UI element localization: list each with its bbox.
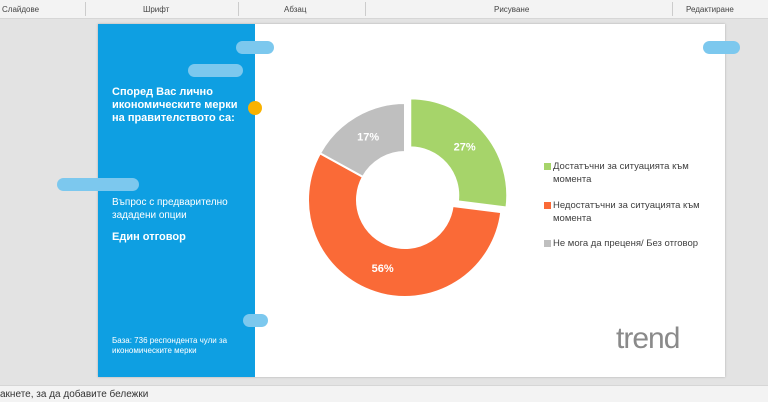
separator <box>365 2 366 16</box>
donut-slice <box>318 101 406 179</box>
ribbon-group[interactable]: Абзац <box>284 5 307 14</box>
decor <box>188 64 243 77</box>
donut-slice <box>409 97 509 209</box>
legend-swatch <box>544 240 551 247</box>
question-type: Въпрос с предварително зададени опции <box>112 197 228 221</box>
notes-bar <box>0 385 768 402</box>
donut-slice <box>307 151 503 298</box>
ribbon-group[interactable]: Рисуване <box>494 5 530 14</box>
separator <box>672 2 673 16</box>
decor <box>243 314 268 327</box>
ribbon <box>0 0 768 19</box>
separator <box>238 2 239 16</box>
decor <box>703 41 740 54</box>
side-panel <box>98 24 255 377</box>
legend-swatch <box>544 163 551 170</box>
decor-dot <box>248 101 262 115</box>
data-label: 27% <box>454 141 476 153</box>
donut-chart: 27% 56% 17% <box>307 97 509 298</box>
answer-mode: Един отговор <box>112 231 186 243</box>
legend-swatch <box>544 202 551 209</box>
separator <box>85 2 86 16</box>
ribbon-group[interactable]: Шрифт <box>143 5 170 14</box>
data-label: 56% <box>372 263 394 275</box>
legend-label: Недостатъчни за ситуацията към момента <box>553 200 700 224</box>
notes[interactable]: акнете, за да добавите бележки <box>0 389 149 400</box>
logo: trend <box>616 322 680 355</box>
legend-label: Не мога да преценя/ Без отговор <box>553 238 699 249</box>
decor <box>236 41 274 54</box>
data-label: 17% <box>357 132 379 144</box>
ribbon-group[interactable]: Редактиране <box>686 5 734 14</box>
decor <box>57 178 139 191</box>
ribbon-group[interactable]: Слайдове <box>2 5 40 14</box>
question: Според Вас лично икономическите мерки на… <box>112 86 238 124</box>
base: База: 736 респондента чули за икономичес… <box>112 336 228 355</box>
legend-label: Достатъчни за ситуацията към момента <box>553 161 689 185</box>
